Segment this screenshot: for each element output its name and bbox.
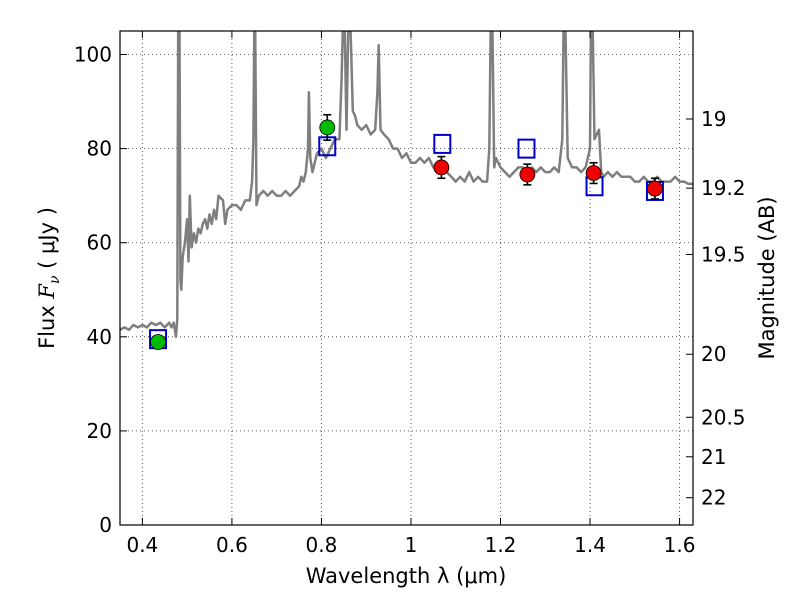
x-tick-label: 1.2 [485,533,517,557]
spectrum-layer [120,31,693,339]
x-tick-label: 0.8 [306,533,338,557]
y-axis-label-symbol: F [35,283,59,300]
y-axis-label-unit: ( μJy ) [35,207,59,275]
x-tick-label: 1 [405,533,418,557]
y-tick-label: 0 [99,513,112,537]
y-axis-label-prefix: Flux [35,299,59,349]
observed-flux-point [433,159,450,176]
x-tick-label: 1.6 [664,533,696,557]
y-tick-label: 20 [87,419,112,443]
x-tick-label: 0.6 [216,533,248,557]
magnitude-tick-label: 19 [701,107,726,131]
magnitude-tick-labels: 19 19.2 19.5 20 20.5 21 22 [701,107,746,510]
magnitude-tick-label: 20 [701,342,726,366]
magnitude-tick-label: 19.2 [701,176,746,200]
y-tick-label: 100 [74,43,112,67]
model-spectrum-line [120,31,693,339]
y-tick-label: 80 [87,137,112,161]
magnitude-tick-label: 22 [701,486,726,510]
x-tick-label: 1.4 [574,533,606,557]
model-photometry-square [433,133,452,154]
model-photometry-square [517,138,536,159]
magnitude-tick-label: 21 [701,445,726,469]
y2-axis-label: Magnitude (AB) [755,196,779,359]
observed-flux-point [647,180,663,197]
x-axis-label: Wavelength λ (μm) [306,564,507,588]
observed-flux-point [150,334,166,350]
magnitude-tick-label: 20.5 [701,405,746,429]
tick-marks [120,31,693,526]
y-tick-label: 40 [87,325,112,349]
x-tick-labels: 0.4 0.6 0.8 1 1.2 1.4 1.6 [126,533,695,557]
grid-lines [120,31,693,526]
observed-flux-point [519,166,536,183]
plot-frame [119,30,694,526]
observed-flux-point [319,119,336,136]
y-axis-label-subscript: ν [47,275,63,284]
x-tick-label: 0.4 [126,533,158,557]
magnitude-tick-label: 19.5 [701,242,746,266]
marker-layer [149,113,664,350]
y-tick-labels: 0 20 40 60 80 100 [74,43,112,537]
y-tick-label: 60 [87,231,112,255]
observed-flux-point [585,165,602,181]
y-axis-label: Flux Fν ( μJy ) [35,207,63,349]
